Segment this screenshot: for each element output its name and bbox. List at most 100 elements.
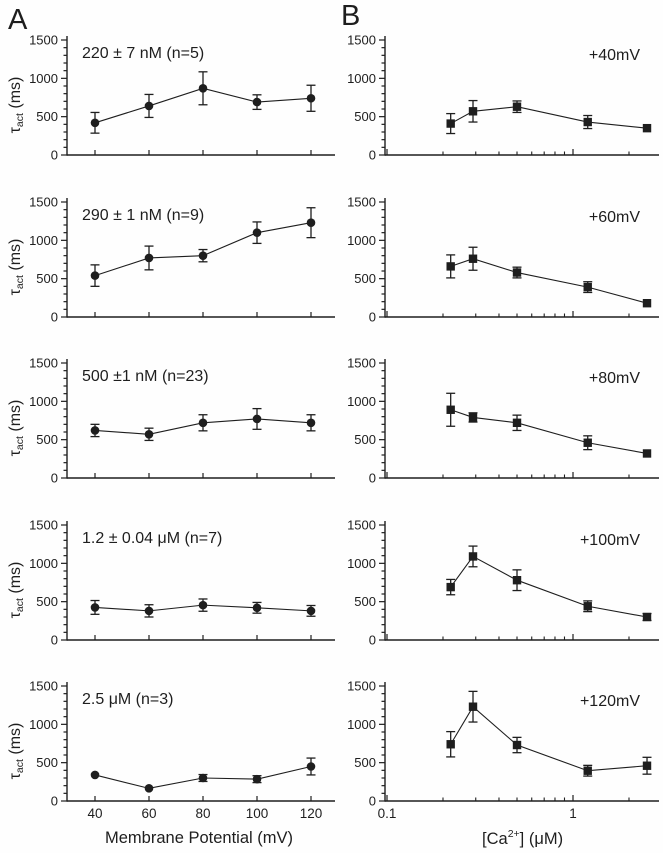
data-point-circle (198, 600, 208, 610)
panel-B1: 0 500 1000 1500 +40mV (347, 33, 659, 163)
panel-annotation: 2.5 μM (n=3) (82, 691, 173, 708)
y-tick-label: 1500 (29, 679, 58, 694)
data-point-circle (306, 218, 316, 227)
y-tick-label: 0 (369, 633, 376, 648)
y-tick-label: 1000 (347, 394, 376, 409)
x-tick-label: 80 (195, 806, 210, 821)
data-point-circle (306, 606, 316, 616)
data-point-circle (198, 418, 208, 428)
y-tick-label: 0 (51, 794, 58, 809)
x-tick-label: 120 (300, 806, 323, 821)
data-point-circle (252, 414, 262, 424)
y-tick-label: 0 (369, 471, 376, 486)
data-point-square (642, 299, 652, 308)
data-line (450, 705, 648, 772)
y-tick-label: 1500 (29, 195, 58, 210)
y-axis-title: τact (ms) (7, 723, 26, 780)
data-point-circle (252, 774, 262, 784)
data-point-circle (306, 418, 316, 428)
y-tick-label: 0 (369, 794, 376, 809)
panel-annotation: +100mV (580, 532, 640, 549)
data-point-circle (252, 228, 262, 237)
y-tick-label: 1000 (29, 233, 58, 248)
data-point-circle (306, 762, 316, 771)
y-tick-label: 1500 (347, 679, 376, 694)
data-point-square (468, 254, 478, 263)
y-axis-title: τact (ms) (7, 562, 26, 619)
y-tick-label: 500 (36, 432, 58, 447)
x-tick-label: 100 (246, 806, 269, 821)
panel-annotation: 1.2 ± 0.04 μM (n=7) (82, 530, 222, 547)
data-line (450, 106, 648, 129)
panel-annotation: +60mV (589, 209, 640, 226)
y-tick-label: 1500 (29, 356, 58, 371)
panel-A5: 0 500 1000 1500 40 60 80 100 120 Membrane Potenti… (7, 679, 335, 847)
panel-B5: 0 500 1000 1500 0.1 1 [Ca2+] (μM) +120mV (347, 679, 659, 848)
data-point-square (446, 405, 455, 414)
y-tick-label: 500 (354, 594, 376, 609)
panel-A3: 0 500 1000 1500 τact (ms) 500 ±1 nM (n=23) (7, 356, 335, 486)
data-point-square (512, 102, 522, 111)
y-tick-label: 1500 (347, 518, 376, 533)
data-point-square (512, 576, 522, 585)
y-tick-label: 0 (369, 310, 376, 325)
data-point-square (468, 413, 478, 422)
data-point-circle (90, 603, 100, 612)
y-tick-label: 500 (354, 271, 376, 286)
panel-A2: 0 500 1000 1500 τact (ms) 290 ± 1 nM (n=9) (7, 195, 335, 325)
data-point-circle (306, 93, 316, 103)
panel-annotation: 290 ± 1 nM (n=9) (82, 207, 204, 224)
data-point-circle (90, 426, 100, 435)
panel-B3: 0 500 1000 1500 +80mV (347, 356, 659, 486)
data-point-circle (90, 118, 100, 128)
data-point-square (468, 552, 478, 561)
y-tick-label: 0 (51, 471, 58, 486)
data-point-square (642, 612, 652, 622)
y-tick-label: 0 (51, 148, 58, 163)
data-point-circle (198, 773, 208, 783)
data-point-square (446, 262, 455, 271)
x-tick-label: 60 (141, 806, 156, 821)
data-point-square (642, 761, 652, 770)
y-tick-label: 1000 (347, 556, 376, 571)
panel-annotation: +40mV (589, 47, 640, 64)
y-axis-title: τact (ms) (7, 239, 26, 296)
y-tick-label: 1500 (347, 195, 376, 210)
data-point-square (583, 117, 592, 127)
y-tick-label: 0 (51, 310, 58, 325)
data-point-circle (90, 271, 100, 280)
data-point-square (583, 602, 592, 611)
data-point-circle (252, 97, 262, 107)
data-point-square (446, 119, 455, 128)
y-tick-label: 500 (36, 755, 58, 770)
data-point-circle (90, 770, 100, 780)
panel-A1: 0 500 1000 1500 τact (ms) 220 ± 7 nM (n=5) (7, 33, 335, 163)
data-point-circle (144, 784, 154, 793)
data-point-square (512, 418, 522, 427)
y-tick-label: 500 (36, 271, 58, 286)
y-tick-label: 500 (36, 109, 58, 124)
x-axis-title: Membrane Potential (mV) (105, 829, 293, 847)
data-point-circle (144, 606, 154, 616)
data-point-square (446, 740, 455, 749)
data-point-square (583, 766, 592, 775)
y-tick-label: 1000 (29, 717, 58, 732)
y-tick-label: 1500 (347, 33, 376, 48)
x-tick-label: 0.1 (378, 806, 397, 821)
y-tick-label: 500 (354, 109, 376, 124)
y-tick-label: 500 (354, 432, 376, 447)
data-point-square (446, 582, 455, 592)
data-line (450, 258, 648, 304)
data-point-square (583, 282, 592, 292)
y-tick-label: 1000 (29, 394, 58, 409)
data-point-circle (144, 101, 154, 111)
panel-annotation: 500 ±1 nM (n=23) (82, 368, 209, 385)
data-point-circle (198, 84, 208, 93)
y-tick-label: 0 (51, 633, 58, 648)
data-point-circle (144, 253, 154, 263)
y-axis-title: τact (ms) (7, 400, 26, 457)
data-point-square (468, 702, 478, 711)
y-tick-label: 1500 (29, 33, 58, 48)
data-point-circle (144, 430, 154, 439)
